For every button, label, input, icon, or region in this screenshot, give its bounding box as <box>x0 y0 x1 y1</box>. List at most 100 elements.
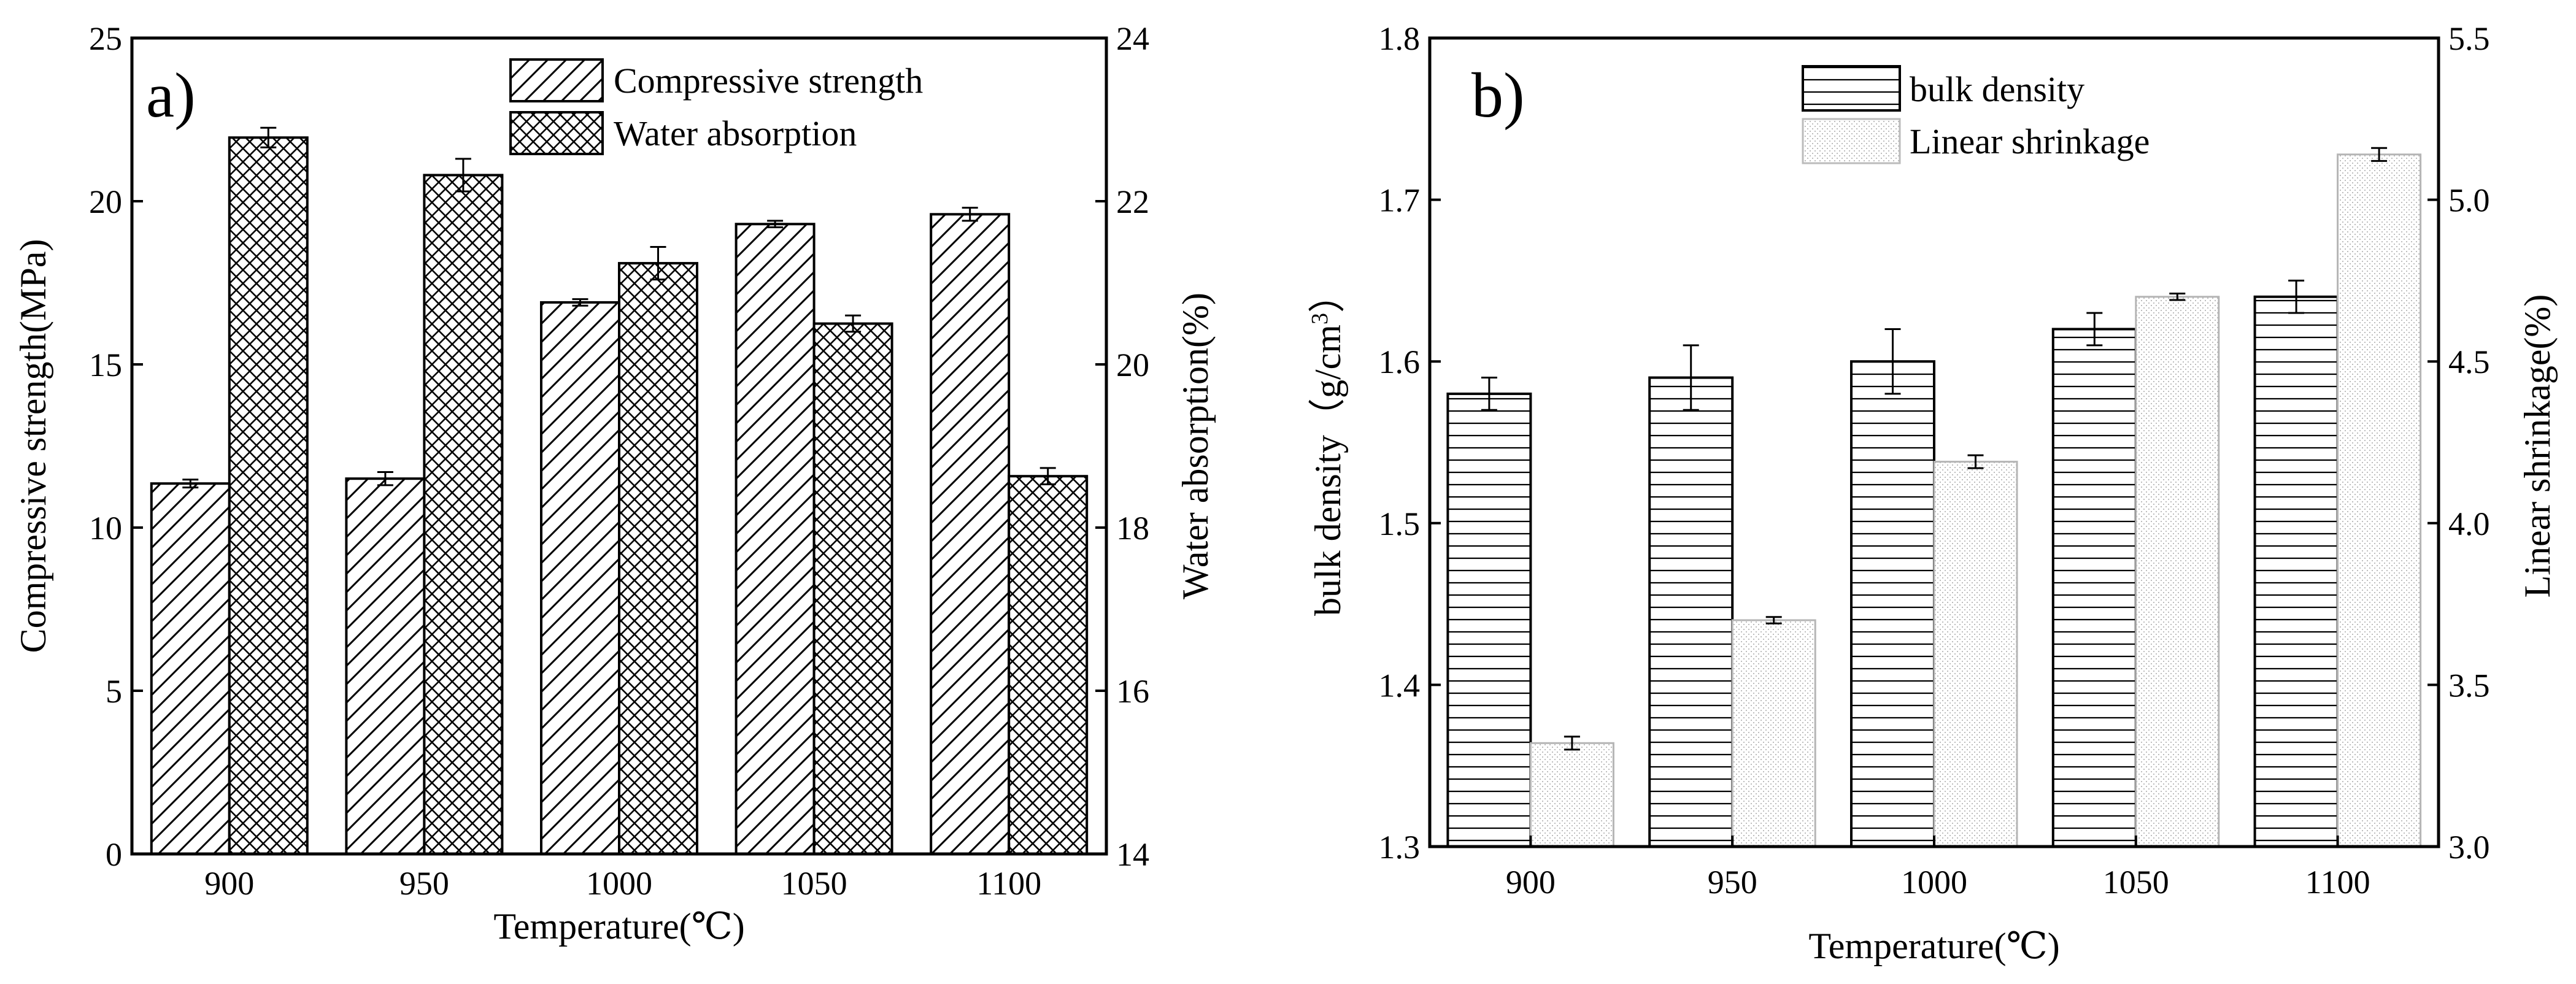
chart-bar-compressive-strength <box>930 213 1011 855</box>
chart-y-tick-label: 1.3 <box>1379 829 1421 866</box>
chart-x-tick-label: 1000 <box>1901 864 1967 901</box>
legend-swatch-linear-shrinkage <box>1802 118 1901 164</box>
chart-y2-tick-label: 16 <box>1116 673 1149 710</box>
chart-error-bar <box>1765 616 1782 625</box>
chart-y2-tick-label: 24 <box>1116 20 1149 57</box>
chart-error-bar <box>2169 292 2186 301</box>
chart-y2-tick-label: 22 <box>1116 183 1149 220</box>
chart-y-tick-label: 0 <box>106 836 122 873</box>
chart-b-ylabel-sup: 3 <box>1307 313 1333 325</box>
legend-label-water-absorption: Water absorption <box>614 113 857 153</box>
chart-x-tick-label: 950 <box>399 865 449 902</box>
chart-a-ylabel: Compressive strength(MPa) <box>13 239 53 653</box>
chart-b-ylabel-main: bulk density（g/cm <box>1308 325 1348 616</box>
chart-b-panel-label: b) <box>1471 60 1525 131</box>
chart-bar-compressive-strength <box>150 482 231 855</box>
chart-y2-tick-label: 4.0 <box>2448 505 2490 542</box>
chart-a-ticks: 900 950 1000 1050 1100 0 5 10 15 20 25 14 16 18 20 22 24 <box>89 20 1149 902</box>
chart-bar-bulk-density <box>2253 295 2339 848</box>
chart-y-tick-label: 1.6 <box>1379 344 1421 380</box>
chart-error-bar <box>1039 467 1056 486</box>
chart-x-tick-label: 900 <box>1506 864 1556 901</box>
chart-error-bar <box>377 471 393 486</box>
chart-panel-b: 900 950 1000 1050 1100 1.3 1.4 1.5 1.6 1.7 1.8 3.0 3… <box>1307 20 2558 966</box>
chart-y2-tick-label: 3.5 <box>2448 667 2490 704</box>
chart-x-tick-label: 1050 <box>781 865 847 902</box>
chart-y-tick-label: 1.7 <box>1379 182 1421 219</box>
chart-a-bars <box>150 126 1089 856</box>
chart-bar-linear-shrinkage <box>1731 619 1816 848</box>
chart-y2-tick-label: 20 <box>1116 347 1149 383</box>
chart-y2-tick-label: 5.0 <box>2448 182 2490 219</box>
chart-error-bar <box>2086 312 2103 347</box>
chart-bar-water-absorption <box>228 136 309 855</box>
chart-error-bar <box>182 479 199 489</box>
chart-bar-compressive-strength <box>345 477 426 855</box>
chart-x-tick-label: 1100 <box>976 865 1041 902</box>
chart-y-tick-label: 20 <box>89 183 122 220</box>
chart-y-tick-label: 25 <box>89 20 122 57</box>
chart-b-ylabel: bulk density（g/cm3） <box>1307 276 1348 616</box>
chart-b-ylabel2: Linear shrinkage(%) <box>2517 294 2558 598</box>
chart-bar-bulk-density <box>1850 360 1935 848</box>
chart-a-panel-label: a) <box>146 60 196 131</box>
chart-error-bar <box>767 220 784 229</box>
chart-x-tick-label: 1000 <box>586 865 652 902</box>
chart-error-bar <box>260 126 277 148</box>
chart-bar-water-absorption <box>1008 475 1089 855</box>
chart-y2-tick-label: 5.5 <box>2448 20 2490 57</box>
chart-y2-tick-label: 3.0 <box>2448 829 2490 866</box>
chart-error-bar <box>650 245 666 281</box>
chart-error-bar <box>2288 279 2305 314</box>
chart-bar-water-absorption <box>618 262 698 855</box>
chart-y-tick-label: 10 <box>89 510 122 547</box>
chart-bar-linear-shrinkage <box>1933 461 2018 848</box>
chart-x-tick-label: 950 <box>1708 864 1757 901</box>
chart-a-ylabel2: Water absorption(%) <box>1175 293 1216 599</box>
chart-y-tick-label: 1.4 <box>1379 667 1421 704</box>
chart-error-bar <box>572 298 588 307</box>
legend-label-bulk-density: bulk density <box>1910 69 2084 109</box>
chart-bar-water-absorption <box>812 322 893 855</box>
chart-error-bar <box>845 314 862 333</box>
chart-a-legend: Compressive strength Water absorption <box>509 58 923 155</box>
legend-label-linear-shrinkage: Linear shrinkage <box>1910 121 2150 161</box>
chart-x-tick-label: 900 <box>204 865 254 902</box>
chart-b-bars <box>1446 147 2422 848</box>
chart-bar-bulk-density <box>1446 392 1532 848</box>
chart-b-xlabel: Temperature(℃) <box>1808 926 2059 966</box>
chart-b-legend: bulk density Linear shrinkage <box>1802 65 2150 164</box>
chart-error-bar <box>2371 147 2388 162</box>
chart-error-bar <box>1481 377 1497 411</box>
chart-bar-linear-shrinkage <box>2337 153 2422 848</box>
chart-bar-bulk-density <box>2051 328 2137 848</box>
chart-bar-bulk-density <box>1648 376 1734 848</box>
chart-error-bar <box>455 158 471 193</box>
chart-bar-compressive-strength <box>735 223 816 855</box>
chart-x-tick-label: 1100 <box>2305 864 2370 901</box>
chart-error-bar <box>1967 454 1984 469</box>
legend-swatch-compressive-strength <box>509 58 604 102</box>
chart-error-bar <box>1683 344 1699 411</box>
chart-b-ylabel-end: ） <box>1308 276 1348 313</box>
legend-swatch-water-absorption <box>509 111 604 155</box>
chart-error-bar <box>1884 328 1901 395</box>
chart-bar-linear-shrinkage <box>1529 742 1614 848</box>
chart-y2-tick-label: 18 <box>1116 510 1149 547</box>
chart-x-tick-label: 1050 <box>2103 864 2169 901</box>
chart-a-xlabel: Temperature(℃) <box>493 906 744 947</box>
chart-bar-water-absorption <box>423 174 504 856</box>
chart-y-tick-label: 5 <box>106 673 122 710</box>
chart-bar-compressive-strength <box>540 301 620 856</box>
chart-b-ticks: 900 950 1000 1050 1100 1.3 1.4 1.5 1.6 1.7 1.8 3.0 3… <box>1379 20 2490 901</box>
chart-bar-linear-shrinkage <box>2135 296 2220 848</box>
chart-y-tick-label: 15 <box>89 347 122 383</box>
chart-y-tick-label: 1.8 <box>1379 20 1421 57</box>
chart-error-bar <box>962 207 978 222</box>
chart-error-bar <box>1564 736 1580 751</box>
chart-y2-tick-label: 14 <box>1116 836 1149 873</box>
legend-label-compressive-strength: Compressive strength <box>614 61 923 101</box>
legend-swatch-bulk-density <box>1802 65 1901 112</box>
chart-panel-a: 900 950 1000 1050 1100 0 5 10 15 20 25 14 16 18 20 22 24… <box>13 20 1216 947</box>
